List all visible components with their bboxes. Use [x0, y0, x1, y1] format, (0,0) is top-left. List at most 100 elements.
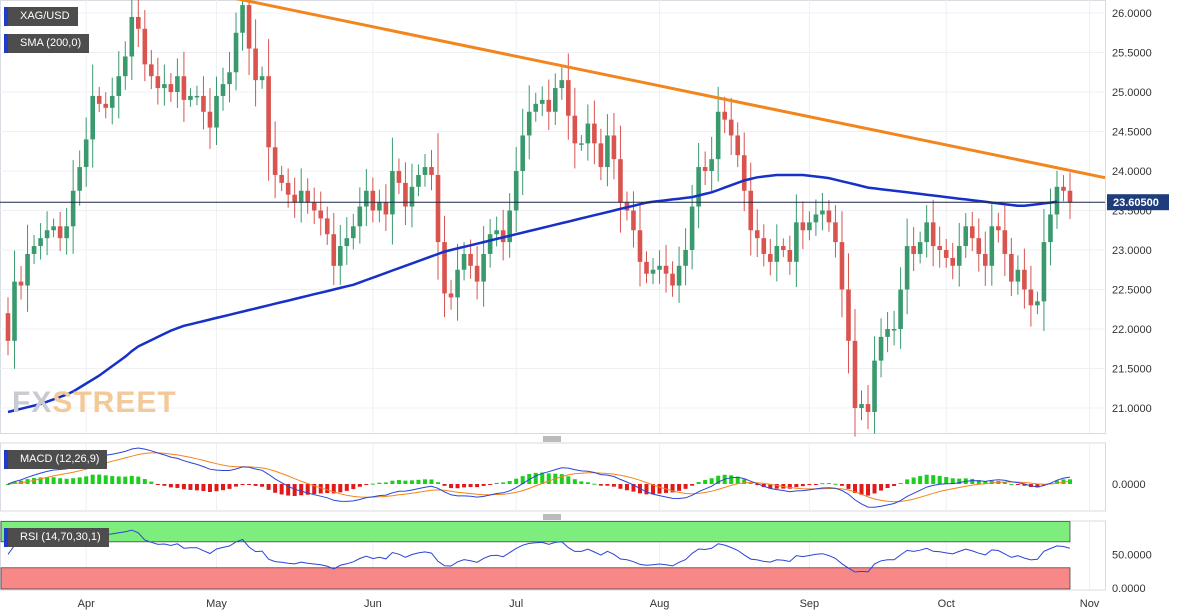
- candle-body: [559, 80, 565, 89]
- macd-histogram-bar: [1015, 484, 1020, 485]
- macd-histogram-bar: [585, 482, 590, 484]
- candle-body: [1061, 186, 1066, 191]
- macd-histogram-bar: [852, 484, 857, 493]
- macd-histogram-bar: [45, 477, 50, 484]
- candle-body: [331, 234, 337, 266]
- macd-histogram-bar: [566, 476, 571, 484]
- candle-body: [12, 281, 17, 341]
- macd-histogram-bar: [572, 479, 577, 484]
- macd-histogram-bar: [905, 479, 910, 484]
- candle-body: [839, 242, 845, 290]
- pane-resize-handle-1[interactable]: [543, 514, 561, 520]
- rsi-line: [7, 529, 1071, 573]
- candle-body: [305, 190, 311, 203]
- candle-body: [722, 111, 727, 120]
- macd-histogram-bar: [123, 476, 128, 484]
- macd-histogram-bar: [338, 484, 343, 493]
- instrument-label[interactable]: XAG/USD: [4, 7, 78, 26]
- candle-body: [383, 202, 389, 215]
- candle-body: [507, 210, 512, 243]
- candle-body: [1015, 269, 1021, 282]
- candle-body: [546, 99, 552, 112]
- macd-histogram-bar: [429, 479, 434, 484]
- candle-body: [77, 167, 82, 191]
- macd-histogram-bar: [468, 484, 473, 488]
- macd-histogram-bar: [592, 483, 597, 485]
- candle-body: [403, 182, 408, 207]
- macd-histogram-bar: [325, 484, 330, 494]
- macd-histogram-bar: [742, 479, 747, 484]
- macd-histogram-bar: [664, 484, 669, 493]
- macd-histogram-bar: [729, 475, 734, 484]
- macd-histogram-bar: [116, 476, 121, 484]
- watermark-street: STREET: [52, 386, 177, 419]
- macd-histogram-bar: [677, 484, 682, 491]
- macd-histogram-bar: [748, 482, 753, 484]
- macd-histogram-bar: [64, 478, 69, 484]
- candle-body: [461, 253, 467, 270]
- macd-histogram-bar: [90, 474, 95, 484]
- y-tick-label: 26.0000: [1112, 8, 1152, 20]
- candle-body: [227, 72, 232, 85]
- macd-histogram-bar: [221, 484, 226, 491]
- candle-body: [25, 253, 30, 286]
- macd-histogram-bar: [488, 484, 493, 485]
- sma-indicator-label[interactable]: SMA (200,0): [4, 34, 90, 53]
- candle-body: [813, 214, 819, 223]
- candle-body: [103, 103, 109, 108]
- macd-histogram-bar: [390, 480, 395, 484]
- rsi-indicator-label-text: RSI (14,70,30,1): [20, 531, 101, 543]
- watermark-fx: FX: [12, 386, 53, 419]
- candle-body: [650, 269, 656, 274]
- candle-body: [481, 253, 486, 282]
- candle-body: [513, 171, 519, 211]
- macd-histogram-bar: [103, 475, 108, 484]
- candle-body: [272, 147, 278, 175]
- candle-body: [162, 84, 167, 89]
- resistance-trendline: [235, 0, 1106, 180]
- rsi-indicator-label[interactable]: RSI (14,70,30,1): [4, 528, 109, 547]
- candle-body: [1041, 242, 1047, 302]
- macd-histogram-bar: [879, 484, 884, 491]
- y-tick-label: 22.5000: [1112, 285, 1152, 297]
- macd-histogram-bar: [924, 474, 929, 484]
- pane-resize-handle-0[interactable]: [543, 436, 561, 442]
- macd-indicator-label[interactable]: MACD (12,26,9): [4, 450, 108, 469]
- candle-body: [689, 206, 695, 250]
- candle-body: [885, 329, 890, 337]
- macd-histogram-bar: [442, 484, 447, 486]
- y-tick-label: 25.0000: [1112, 87, 1152, 99]
- candle-body: [663, 265, 669, 274]
- macd-histogram-bar: [253, 484, 258, 486]
- candle-body: [956, 246, 962, 266]
- candle-body: [220, 84, 226, 96]
- candle-body: [911, 246, 916, 254]
- macd-histogram-bar: [1054, 480, 1059, 484]
- macd-histogram-bar: [110, 476, 115, 484]
- candle-body: [533, 103, 539, 112]
- macd-histogram-bar: [970, 478, 975, 484]
- macd-histogram-bar: [6, 484, 10, 485]
- candle-body: [917, 242, 923, 254]
- macd-histogram-bar: [892, 484, 897, 486]
- candle-body: [96, 95, 102, 104]
- candle-body: [846, 289, 851, 341]
- macd-histogram-bar: [312, 484, 317, 495]
- candle-body: [487, 234, 493, 254]
- candle-body: [70, 190, 76, 227]
- candle-body: [579, 143, 584, 145]
- macd-histogram-bar: [292, 484, 297, 496]
- macd-histogram-bar: [690, 484, 695, 486]
- candle-body: [5, 313, 11, 341]
- candle-body: [324, 218, 330, 235]
- rsi-oversold-zone: [0, 567, 1071, 590]
- candle-body: [572, 115, 578, 144]
- candle-body: [552, 88, 558, 112]
- y-tick-label: 24.5000: [1112, 127, 1152, 139]
- macd-histogram-bar: [149, 481, 154, 484]
- candle-body: [637, 230, 643, 262]
- candle-body: [44, 230, 50, 239]
- macd-histogram-bar: [181, 484, 186, 490]
- macd-histogram-bar: [559, 474, 564, 484]
